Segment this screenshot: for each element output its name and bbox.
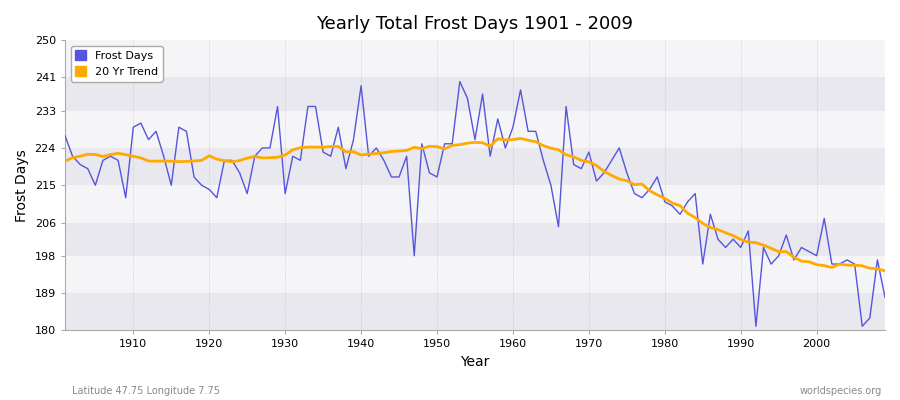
Frost Days [333, 125, 344, 130]
Frost Days [751, 324, 761, 329]
Text: Latitude 47.75 Longitude 7.75: Latitude 47.75 Longitude 7.75 [72, 386, 220, 396]
20 Yr Trend [333, 144, 344, 149]
20 Yr Trend [287, 148, 298, 152]
Frost Days [454, 79, 465, 84]
Frost Days [121, 195, 131, 200]
Bar [65, 185, 885, 222]
20 Yr Trend [515, 136, 526, 141]
Frost Days [287, 154, 298, 159]
Bar [65, 111, 885, 148]
20 Yr Trend [59, 159, 70, 164]
Line: Frost Days: Frost Days [65, 82, 885, 326]
Text: worldspecies.org: worldspecies.org [800, 386, 882, 396]
Frost Days [607, 158, 617, 163]
Bar [65, 256, 885, 293]
Bar [65, 148, 885, 185]
Title: Yearly Total Frost Days 1901 - 2009: Yearly Total Frost Days 1901 - 2009 [317, 15, 634, 33]
Bar [65, 78, 885, 111]
Bar [65, 222, 885, 256]
Y-axis label: Frost Days: Frost Days [15, 149, 29, 222]
20 Yr Trend [508, 137, 518, 142]
Frost Days [59, 133, 70, 138]
20 Yr Trend [879, 268, 890, 273]
20 Yr Trend [121, 152, 131, 157]
20 Yr Trend [607, 173, 617, 178]
Bar [65, 40, 885, 78]
Frost Days [508, 125, 518, 130]
Frost Days [879, 295, 890, 300]
Legend: Frost Days, 20 Yr Trend: Frost Days, 20 Yr Trend [70, 46, 163, 82]
Frost Days [515, 88, 526, 92]
20 Yr Trend [500, 138, 511, 142]
X-axis label: Year: Year [460, 355, 490, 369]
Bar [65, 293, 885, 330]
Line: 20 Yr Trend: 20 Yr Trend [65, 138, 885, 271]
